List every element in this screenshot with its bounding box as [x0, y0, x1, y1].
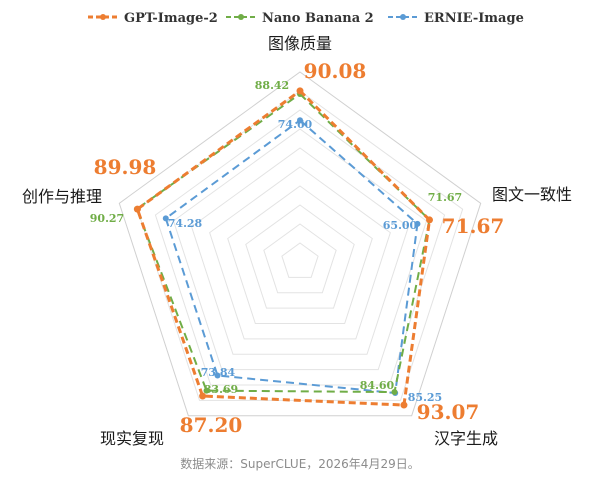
legend-swatch-marker — [100, 14, 106, 20]
legend-swatch-marker — [400, 14, 406, 20]
data-label: 84.60 — [360, 379, 395, 392]
data-label: 93.07 — [417, 400, 480, 424]
data-label: 73.84 — [201, 366, 236, 379]
data-point — [426, 216, 434, 224]
axis-label: 创作与推理 — [22, 187, 102, 206]
axis-label: 汉字生成 — [434, 429, 498, 448]
grid-ring — [209, 166, 391, 340]
data-label: 88.42 — [255, 79, 289, 92]
grid-ring — [118, 71, 482, 417]
data-label: 90.08 — [304, 59, 367, 83]
data-point — [133, 205, 141, 213]
legend-swatch-marker — [238, 14, 244, 20]
data-point — [214, 372, 221, 379]
axis-label: 图像质量 — [268, 34, 332, 53]
legend-label: GPT-Image-2 — [124, 11, 218, 26]
data-label: 65.00 — [383, 219, 418, 232]
data-label: 83.69 — [204, 383, 238, 396]
data-label: 90.27 — [90, 212, 124, 225]
data-label: 85.25 — [408, 391, 442, 404]
legend-label: ERNIE-Image — [424, 11, 524, 26]
grid-ring — [263, 223, 337, 294]
value-labels: 90.08 71.67 93.07 87.20 89.98 88.42 71.67 84.60… — [90, 59, 505, 437]
legend: GPT-Image-2 Nano Banana 2 ERNIE-Image — [88, 11, 524, 26]
data-point — [297, 117, 303, 124]
data-label: 87.20 — [180, 413, 243, 437]
grid-ring — [281, 242, 319, 278]
data-label: 74.60 — [278, 118, 313, 131]
legend-label: Nano Banana 2 — [262, 11, 374, 26]
data-point — [391, 389, 398, 396]
series-line-ernie-image — [164, 118, 419, 395]
data-point — [162, 215, 169, 222]
axis-label: 现实复现 — [100, 429, 164, 448]
data-label: 89.98 — [94, 155, 157, 179]
grid-ring — [172, 128, 428, 371]
data-label: 74.28 — [168, 217, 203, 230]
grid-ring — [154, 109, 446, 386]
axis-label: 图文一致性 — [492, 185, 572, 204]
legend-item: Nano Banana 2 — [226, 11, 374, 26]
legend-item: GPT-Image-2 — [88, 11, 218, 26]
data-label: 71.67 — [428, 191, 462, 204]
data-point — [400, 401, 408, 409]
series-line-nano-banana-2 — [135, 92, 431, 394]
grid-ring — [245, 204, 355, 309]
data-label: 71.67 — [442, 214, 505, 238]
source-note: 数据来源：SuperCLUE，2026年4月29日。 — [180, 456, 419, 471]
data-point — [414, 220, 421, 227]
legend-item: ERNIE-Image — [388, 11, 524, 26]
grid-ring — [227, 185, 373, 324]
radar-grid — [118, 71, 482, 417]
series-layer — [133, 87, 434, 409]
data-point — [203, 387, 210, 394]
grid-ring — [190, 147, 410, 355]
data-point — [199, 392, 207, 400]
data-point — [296, 87, 304, 95]
